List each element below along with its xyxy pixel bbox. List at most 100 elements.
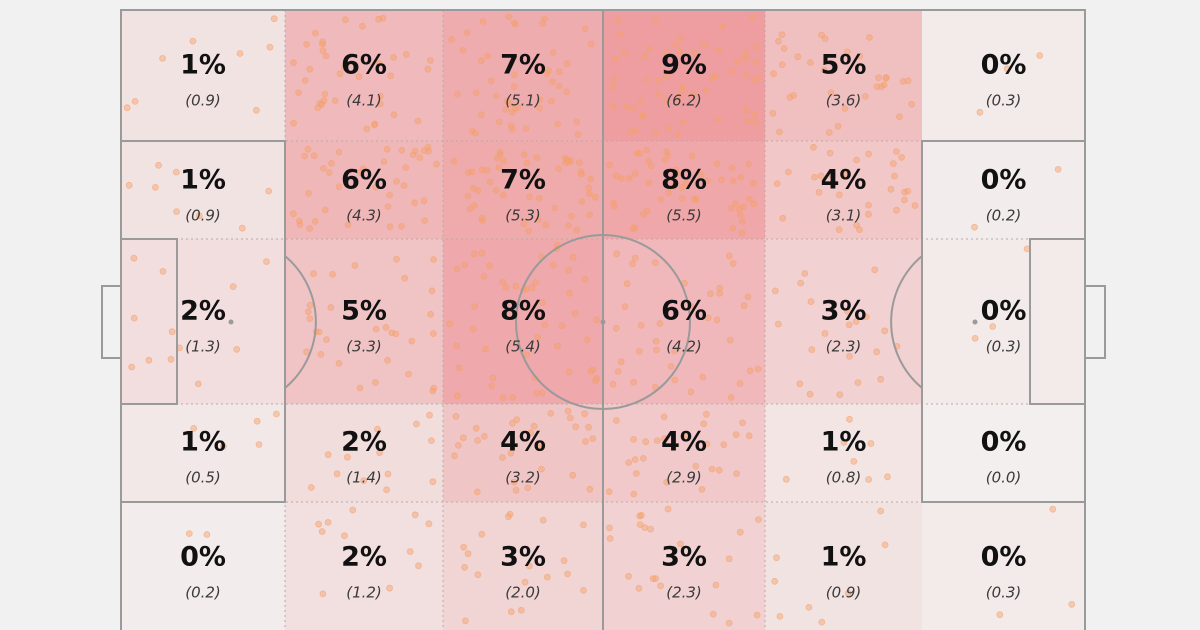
event-point [996,611,1004,619]
event-point [740,203,747,211]
event-point [657,582,664,590]
event-point [530,422,538,430]
event-point [408,337,416,345]
event-point [749,14,756,22]
event-point [265,187,273,195]
event-point [393,177,401,185]
event-point [611,75,618,83]
event-point [656,320,664,327]
event-point [677,34,685,42]
event-point [797,279,805,287]
zone-count-r1-c5: (0.2) [986,207,1022,225]
event-point [751,111,759,118]
event-point [333,470,341,478]
event-point [729,260,737,267]
event-point [425,520,433,528]
event-point [290,59,297,67]
event-point [827,89,835,96]
heat-cell-r2-c4 [765,239,922,404]
event-point [1054,165,1062,173]
event-point [904,77,912,85]
event-point [301,77,309,84]
zone-pct-r4-c4: 1% [821,542,867,573]
event-point [651,383,659,391]
event-point [750,200,757,208]
event-point [587,175,595,183]
event-point [492,186,500,194]
event-point [881,541,889,549]
event-point [846,352,853,360]
event-point [672,166,680,174]
event-point [321,90,329,98]
event-point [655,77,662,84]
zone-count-r3-c2: (3.2) [505,469,541,487]
event-point [564,570,571,578]
event-point [699,373,707,381]
event-point [636,149,643,157]
event-point [1036,52,1044,59]
event-point [555,68,563,76]
event-point [591,193,599,201]
event-point [801,270,809,277]
event-point [843,170,850,178]
heat-cell-r3-c5 [922,404,1085,502]
event-point [372,183,380,191]
event-point [453,91,461,98]
event-point [805,604,813,611]
event-point [310,270,318,278]
event-point [464,169,472,176]
event-point [555,165,563,173]
event-point [528,284,536,292]
event-point [578,197,586,205]
event-point [513,416,521,424]
event-point [712,72,719,80]
event-point [526,193,533,201]
event-point [387,72,395,80]
event-point [728,67,736,75]
event-point [319,590,327,598]
event-point [891,172,898,180]
event-point [662,72,670,79]
event-point [640,210,647,218]
event-point [571,309,579,317]
zone-pct-r1-c4: 4% [821,165,867,196]
event-point [329,270,337,278]
event-point [523,159,531,167]
event-point [865,476,872,483]
event-point [266,43,274,51]
event-point [420,197,428,205]
event-point [538,389,546,397]
event-point [320,97,328,105]
event-point [707,290,714,298]
event-point [744,293,752,301]
event-point [512,486,520,494]
event-point [478,249,486,257]
zone-pct-r4-c2: 3% [500,542,546,573]
zone-count-r0-c0: (0.9) [185,92,221,110]
event-point [167,355,175,363]
event-point [323,336,330,344]
event-point [471,129,479,137]
event-point [649,575,657,583]
event-point [631,456,639,463]
event-point [190,424,198,432]
event-point [629,260,636,268]
event-point [745,160,752,168]
event-point [612,55,619,63]
event-point [406,548,414,555]
event-point [631,254,639,262]
event-point [581,410,588,418]
event-point [865,150,872,158]
event-point [321,206,329,214]
event-point [563,88,570,96]
zone-pct-r4-c3: 3% [661,542,707,573]
event-point [678,195,686,202]
event-point [159,267,167,275]
event-point [614,368,622,375]
event-point [319,47,327,54]
event-point [486,262,493,270]
event-point [715,466,723,474]
event-point [989,323,997,330]
event-point [356,384,364,392]
event-point [697,171,705,179]
